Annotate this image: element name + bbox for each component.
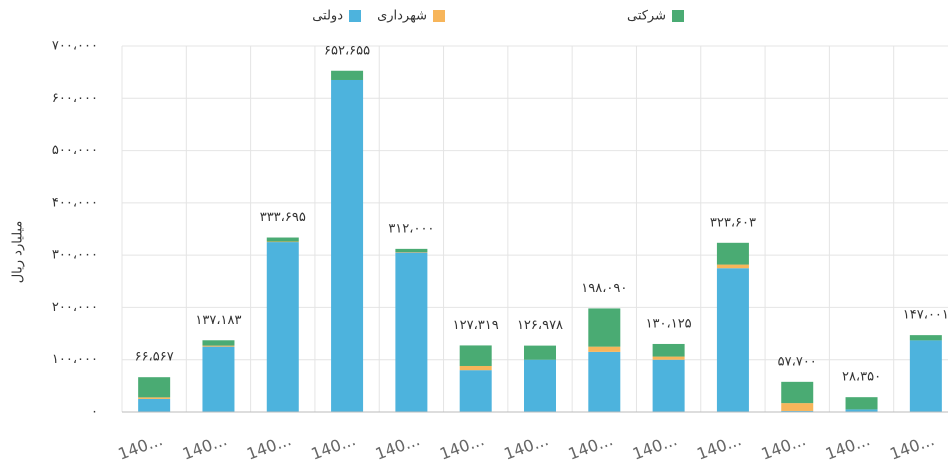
bar-segment — [331, 80, 363, 412]
bar-segment — [653, 357, 685, 360]
bar-segment — [267, 242, 299, 243]
x-tick-label: 140... — [694, 430, 744, 464]
x-tick-label: 140... — [566, 430, 616, 464]
bar-segment — [460, 366, 492, 370]
bar-segment — [138, 377, 170, 397]
bar-segment — [717, 243, 749, 265]
total-label: ۵۷،۷۰۰ — [778, 354, 817, 369]
total-label: ۲۸،۳۵۰ — [842, 370, 881, 385]
bar-segment — [910, 340, 942, 412]
bar-segment — [138, 397, 170, 399]
bar-segment — [524, 346, 556, 360]
total-label: ۳۲۳،۶۰۳ — [710, 215, 756, 230]
x-tick-label: 140... — [437, 430, 487, 464]
bar-segment — [781, 403, 813, 411]
bar-segment — [588, 352, 620, 412]
x-tick-label: 140... — [823, 430, 873, 464]
x-tick-label: 140... — [308, 430, 358, 464]
bar-segment — [717, 265, 749, 269]
bar-segment — [717, 268, 749, 412]
y-tick-label: ۲۰۰،۰۰۰ — [52, 300, 98, 315]
y-tick-label: ۵۰۰،۰۰۰ — [52, 143, 98, 158]
bar-segment — [588, 347, 620, 352]
bar-segment — [202, 346, 234, 347]
bar-segment — [910, 335, 942, 340]
bar-segment — [395, 252, 427, 253]
total-label: ۱۹۸،۰۹۰ — [581, 281, 627, 296]
bar-segment — [524, 360, 556, 412]
bar-segment — [267, 238, 299, 242]
x-tick-label: 140... — [180, 430, 230, 464]
total-label: ۳۳۳،۶۹۵ — [260, 210, 306, 225]
x-tick-label: 140... — [759, 430, 809, 464]
total-label: ۳۱۲،۰۰۰ — [388, 221, 434, 236]
bar-segment — [460, 345, 492, 366]
x-tick-label: 140... — [373, 430, 423, 464]
bar-segment — [653, 360, 685, 412]
bar-segment — [331, 71, 363, 80]
bar-segment — [395, 253, 427, 412]
total-label: ۱۳۷،۱۸۳ — [195, 313, 241, 328]
legend-label: شرکتی — [627, 9, 666, 24]
legend-label: شهرداری — [377, 9, 427, 24]
legend-swatch — [349, 10, 361, 22]
x-tick-label: 140... — [630, 430, 680, 464]
total-label: ۱۲۷،۳۱۹ — [453, 318, 499, 333]
bar-segment — [267, 242, 299, 412]
bar-segment — [846, 397, 878, 409]
x-tick-label: 140... — [887, 430, 937, 464]
y-axis-title: میلیارد ریال — [11, 221, 26, 284]
y-tick-label: ۳۰۰،۰۰۰ — [52, 248, 98, 263]
bar-segment — [460, 370, 492, 412]
total-label: ۶۵۲،۶۵۵ — [324, 43, 370, 58]
bar-segment — [395, 249, 427, 252]
bar-segment — [653, 344, 685, 357]
y-tick-label: ۴۰۰،۰۰۰ — [52, 195, 98, 210]
legend-label: دولتی — [312, 9, 343, 24]
bar-segment — [202, 340, 234, 345]
legend-swatch — [433, 10, 445, 22]
legend-swatch — [672, 10, 684, 22]
total-label: ۱۲۶،۹۷۸ — [517, 318, 563, 333]
y-tick-label: ۰ — [91, 405, 98, 420]
total-label: ۶۶،۵۶۷ — [135, 350, 174, 365]
y-tick-label: ۷۰۰،۰۰۰ — [52, 39, 98, 54]
bar-segment — [138, 399, 170, 412]
bar-segment — [588, 308, 620, 346]
y-tick-label: ۶۰۰،۰۰۰ — [52, 91, 98, 106]
y-tick-label: ۱۰۰،۰۰۰ — [52, 352, 98, 367]
page: میلیارد ریال ۰ ۱۰۰،۰۰۰ ۲۰۰،۰۰۰ ۳۰۰،۰۰۰ ۴۰۰،۰… — [0, 0, 948, 472]
chart: میلیارد ریال ۰ ۱۰۰،۰۰۰ ۲۰۰،۰۰۰ ۳۰۰،۰۰۰ ۴۰۰،۰… — [0, 0, 948, 472]
x-tick-label: 140... — [244, 430, 294, 464]
bar-segment — [781, 382, 813, 403]
bar-segment — [202, 347, 234, 412]
x-tick-label: 140... — [501, 430, 551, 464]
x-tick-label: 140... — [116, 430, 166, 464]
total-label: ۱۳۰،۱۲۵ — [646, 316, 692, 331]
total-label: ۱۴۷،۰۰۱ — [903, 308, 948, 323]
